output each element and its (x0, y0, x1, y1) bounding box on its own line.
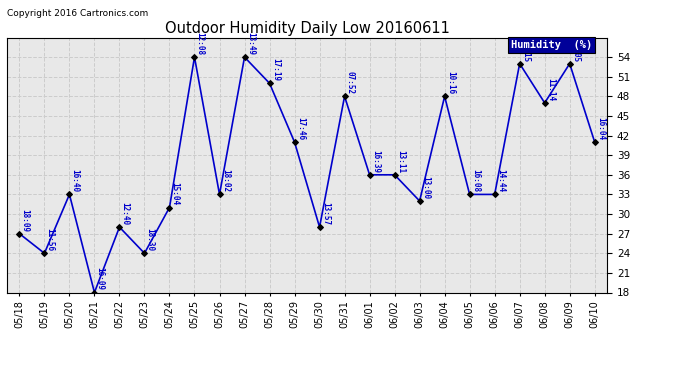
Text: 11:56: 11:56 (46, 228, 55, 251)
Point (164, 204, 175, 210)
Point (539, 100, 550, 106)
Point (389, 172, 400, 178)
Text: 16:09: 16:09 (96, 267, 105, 291)
Text: 14:44: 14:44 (496, 170, 505, 192)
Text: 13:00: 13:00 (421, 176, 430, 199)
Point (364, 172, 375, 178)
Text: Copyright 2016 Cartronics.com: Copyright 2016 Cartronics.com (7, 9, 148, 18)
Point (439, 93, 450, 99)
Text: 10:15: 10:15 (521, 39, 530, 62)
Title: Outdoor Humidity Daily Low 20160611: Outdoor Humidity Daily Low 20160611 (165, 21, 449, 36)
Text: Humidity  (%): Humidity (%) (511, 40, 592, 50)
Point (214, 191, 225, 197)
Text: 16:08: 16:08 (471, 170, 480, 192)
Text: 15:04: 15:04 (170, 182, 179, 206)
Point (189, 54, 200, 60)
Text: 13:11: 13:11 (396, 150, 405, 173)
Text: 17:19: 17:19 (270, 58, 279, 81)
Point (414, 198, 425, 204)
Point (314, 224, 325, 230)
Point (514, 61, 525, 67)
Text: 16:39: 16:39 (371, 150, 380, 173)
Text: 12:08: 12:08 (196, 32, 205, 55)
Text: 13:57: 13:57 (321, 202, 330, 225)
Point (464, 191, 475, 197)
Text: 13:49: 13:49 (246, 32, 255, 55)
Point (489, 191, 500, 197)
Point (14, 231, 25, 237)
Text: 10:16: 10:16 (446, 71, 455, 94)
Point (239, 54, 250, 60)
Point (114, 224, 125, 230)
Text: 07:52: 07:52 (346, 71, 355, 94)
Text: 16:04: 16:04 (596, 117, 605, 140)
Point (289, 139, 300, 145)
Text: 12:40: 12:40 (121, 202, 130, 225)
Point (264, 80, 275, 86)
Point (589, 139, 600, 145)
Text: 18:30: 18:30 (146, 228, 155, 251)
Point (339, 93, 350, 99)
Text: 11:14: 11:14 (546, 78, 555, 101)
Text: 18:09: 18:09 (21, 209, 30, 232)
Text: 18:02: 18:02 (221, 170, 230, 192)
Text: 12:05: 12:05 (571, 39, 580, 62)
Text: 17:46: 17:46 (296, 117, 305, 140)
Point (64, 191, 75, 197)
Point (139, 250, 150, 256)
Point (89, 290, 100, 296)
Point (39, 250, 50, 256)
Text: 16:40: 16:40 (70, 170, 79, 192)
Point (564, 61, 575, 67)
